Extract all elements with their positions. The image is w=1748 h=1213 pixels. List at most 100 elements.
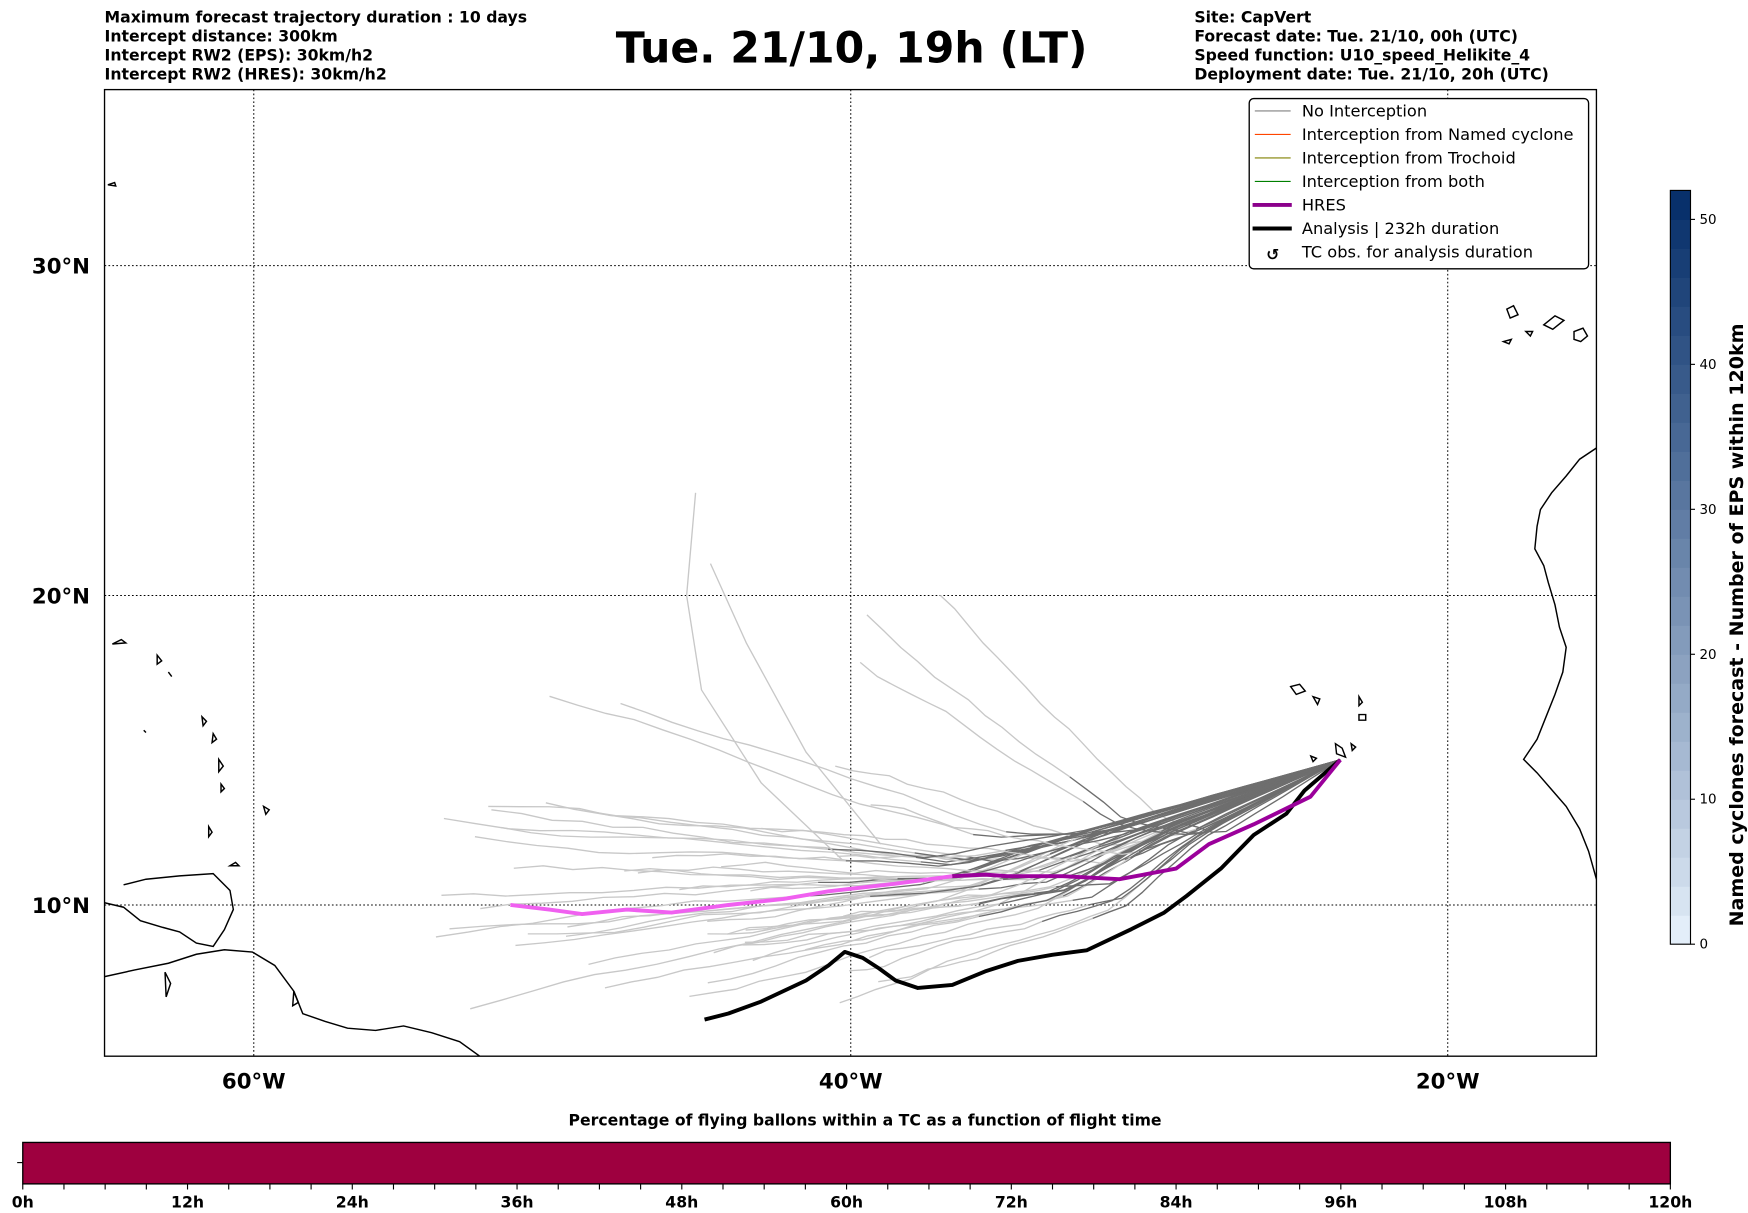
ensemble-member-early <box>1005 759 1341 852</box>
hres-track-early <box>952 758 1342 882</box>
page-title: Tue. 21/10, 19h (LT) <box>616 24 1088 74</box>
ensemble-member-late <box>474 836 846 862</box>
ensemble-member-late <box>652 853 1071 873</box>
time-bar-tick-label: 72h <box>995 1192 1028 1211</box>
header-line: Intercept distance: 300km <box>105 26 338 45</box>
ensemble-member-late <box>588 844 1099 966</box>
ensemble-member-late <box>449 853 1023 930</box>
ensemble-member-late <box>480 881 819 910</box>
colorbar-cell <box>1670 886 1691 916</box>
x-tick-label: 20°W <box>1416 1070 1480 1095</box>
ensemble-member-late <box>491 809 916 859</box>
time-bar-tick-label: 12h <box>171 1192 204 1211</box>
ensemble-member-late <box>868 904 1089 959</box>
colorbar-cell <box>1670 335 1691 365</box>
ensemble-member-late <box>866 614 1071 778</box>
ensemble-member-early <box>1039 759 1341 871</box>
ensemble-member-late <box>835 765 1197 846</box>
time-bar-tick-label: 108h <box>1484 1192 1528 1211</box>
colorbar-cell <box>1670 828 1691 858</box>
y-tick-label: 20°N <box>32 584 90 609</box>
time-bar-tick-label: 120h <box>1648 1192 1692 1211</box>
colorbar-cell <box>1670 480 1691 510</box>
ensemble-member-late <box>488 805 1006 859</box>
time-bar-title: Percentage of flying ballons within a TC… <box>569 1111 1162 1130</box>
legend-label: TC obs. for analysis duration <box>1301 243 1533 262</box>
time-bar-fill <box>22 1142 1671 1184</box>
x-tick-label: 40°W <box>819 1070 883 1095</box>
colorbar-cell <box>1670 306 1691 336</box>
time-bar: Percentage of flying ballons within a TC… <box>12 1111 1693 1212</box>
colorbar-cell <box>1670 741 1691 771</box>
colorbar-cell <box>1670 770 1691 800</box>
colorbar-label: Named cyclones forecast - Number of EPS … <box>1726 324 1748 927</box>
ensemble-member-late <box>859 661 1084 802</box>
time-bar-tick-label: 48h <box>665 1192 698 1211</box>
colorbar-tick-label: 20 <box>1699 648 1716 663</box>
ensemble-member-early <box>845 759 1341 867</box>
coast-south-america-north <box>164 971 300 1008</box>
y-tick-label: 30°N <box>32 254 90 279</box>
y-tick-label: 10°N <box>32 894 90 919</box>
colorbar-cell <box>1670 393 1691 423</box>
ensemble-member-late <box>750 877 1004 892</box>
ensemble-member-late <box>470 831 1092 1010</box>
colorbar-cell <box>1670 422 1691 452</box>
legend-label: Interception from both <box>1302 172 1485 191</box>
colorbar-cell <box>1670 509 1691 539</box>
coast-canaries <box>1501 304 1589 345</box>
time-bar-tick-label: 96h <box>1324 1192 1357 1211</box>
ensemble-member-late <box>939 594 1184 825</box>
time-bar-tick-label: 24h <box>336 1192 369 1211</box>
colorbar-tick-label: 50 <box>1699 213 1716 228</box>
tc-obs-marker-icon: ↺ <box>1266 245 1279 264</box>
ensemble-member-late <box>513 865 898 880</box>
ensemble-member-late <box>545 802 915 854</box>
coast-islands <box>107 181 147 734</box>
legend-label: No Interception <box>1302 101 1427 120</box>
coast-south-america <box>104 949 481 1057</box>
colorbar-cell <box>1670 596 1691 626</box>
ensemble-member-late <box>565 895 871 937</box>
time-bar-tick-label: 0h <box>12 1192 34 1211</box>
colorbar-tick-label: 40 <box>1699 358 1716 373</box>
colorbar-tick-label: 0 <box>1699 938 1708 953</box>
ensemble-member-late <box>443 817 829 850</box>
legend-label: HRES <box>1302 196 1346 215</box>
ensemble-trajectories <box>435 492 1341 1010</box>
ensemble-member-late <box>620 702 1007 833</box>
header-line: Forecast date: Tue. 21/10, 00h (UTC) <box>1194 26 1518 45</box>
map-axes: 60°W 40°W 20°W 10°N 20°N 30°N No Interception… <box>32 88 1598 1095</box>
colorbar-tick-label: 10 <box>1699 793 1716 808</box>
colorbar-cell <box>1670 567 1691 597</box>
legend-label: Interception from Trochoid <box>1302 149 1516 168</box>
coastlines <box>104 181 1597 1057</box>
coast-cape-verde <box>1289 683 1367 763</box>
header-line: Intercept RW2 (HRES): 30km/h2 <box>105 65 387 84</box>
colorbar-cell <box>1670 625 1691 655</box>
time-bar-tick-label: 84h <box>1160 1192 1193 1211</box>
colorbar-cell <box>1670 277 1691 307</box>
legend-label: Interception from Named cyclone <box>1302 125 1574 144</box>
header-line: Intercept RW2 (EPS): 30km/h2 <box>105 45 374 64</box>
x-tick-label: 60°W <box>222 1070 286 1095</box>
ensemble-member-early <box>1092 759 1341 920</box>
coast-lesser-antilles <box>112 638 271 867</box>
ensemble-member-early <box>914 759 1341 861</box>
colorbar-cell <box>1670 857 1691 887</box>
analysis-track <box>704 758 1342 1022</box>
colorbar-cell <box>1670 654 1691 684</box>
ensemble-member-late <box>707 915 979 984</box>
time-bar-tick-label: 36h <box>501 1192 534 1211</box>
ensemble-member-late <box>685 492 843 860</box>
header-line: Site: CapVert <box>1194 7 1311 26</box>
ensemble-member-late <box>761 827 1176 862</box>
ensemble-member-late <box>878 917 1093 983</box>
colorbar-cell <box>1670 451 1691 481</box>
colorbar: 0 10 20 30 40 50 Named cyclones forecast - Nu… <box>1669 189 1748 953</box>
coast-caribbean <box>104 872 235 948</box>
ensemble-member-late <box>588 810 965 857</box>
map-frame <box>103 88 1598 1057</box>
ensemble-member-late <box>839 880 1145 1004</box>
ensemble-member-early <box>979 759 1341 904</box>
